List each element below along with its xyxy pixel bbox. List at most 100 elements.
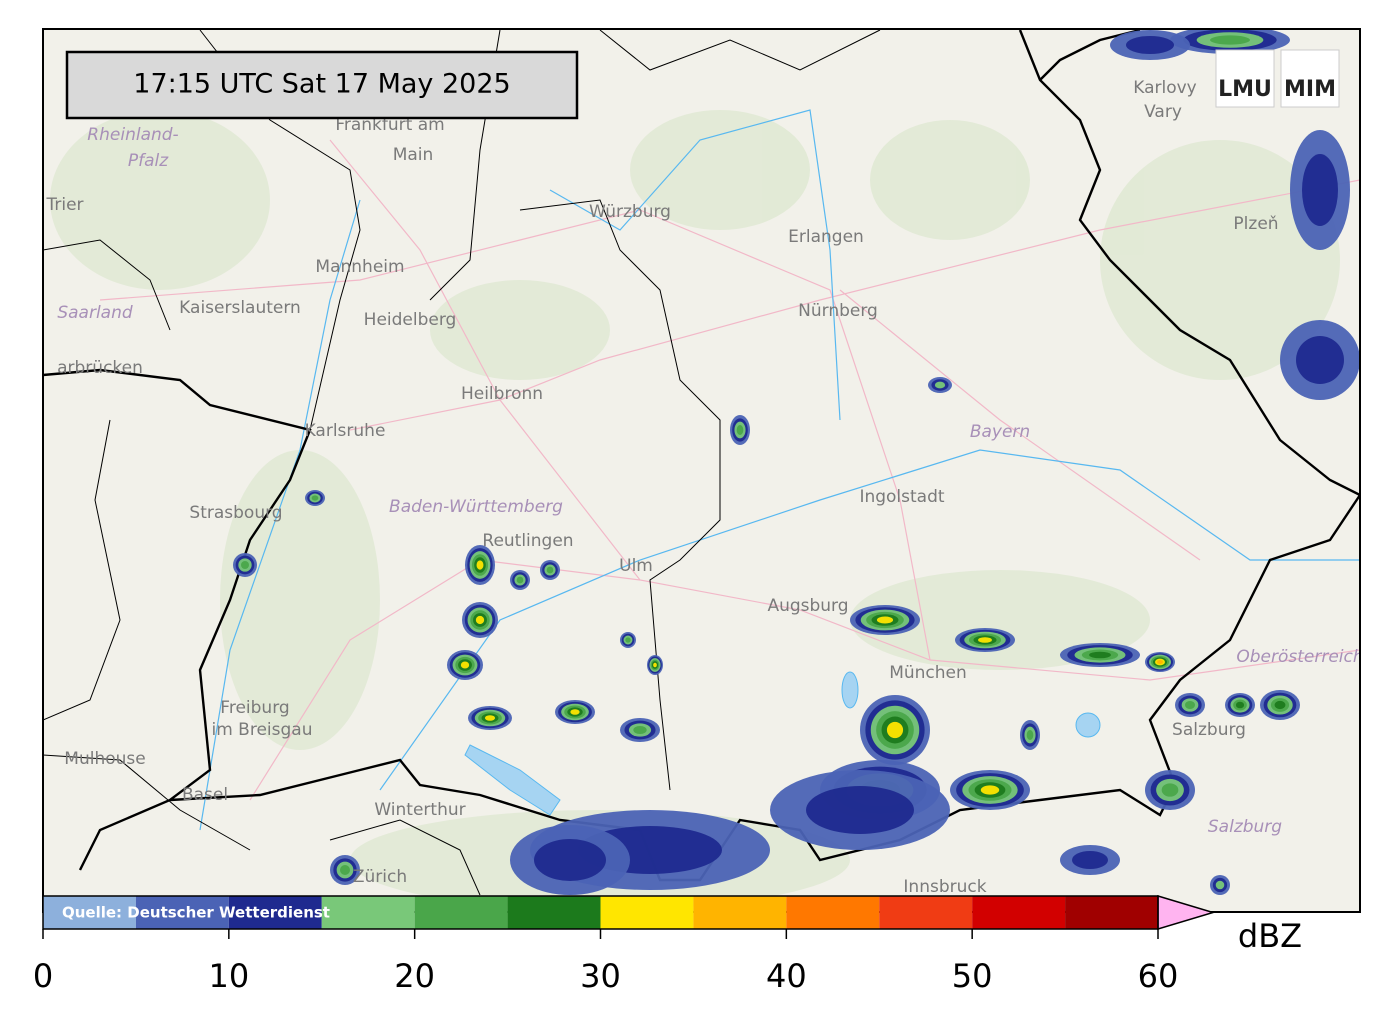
place-label: Trier [45, 195, 83, 215]
colorbar-segment [972, 896, 1066, 929]
radar-echo [460, 661, 470, 669]
colorbar-tick-label: 10 [208, 957, 249, 995]
radar-echo [1072, 851, 1108, 869]
radar-echo [886, 721, 904, 739]
radar-echo [633, 726, 647, 734]
colorbar-tick-label: 0 [33, 957, 53, 995]
place-label: Rheinland- [87, 125, 178, 145]
place-label: Zürich [353, 867, 407, 887]
place-label: Karlsruhe [305, 421, 386, 441]
rivers [199, 109, 1360, 831]
place-label: Plzeň [1233, 214, 1278, 234]
radar-echo [1215, 880, 1225, 890]
place-label: München [889, 663, 967, 683]
radar-echo [570, 709, 580, 715]
place-label: Heidelberg [364, 310, 457, 330]
radar-echo [1089, 651, 1111, 659]
colorbar-segment [879, 896, 973, 929]
colorbar-segment [1065, 896, 1158, 929]
place-label: Augsburg [767, 596, 848, 616]
place-label: Reutlingen [482, 531, 573, 551]
place-label: Pfalz [128, 151, 169, 171]
radar-echo [340, 865, 350, 875]
logo-right-box [1280, 49, 1340, 108]
place-label: Winterthur [374, 800, 465, 820]
place-label: Ingolstadt [859, 487, 944, 507]
timestamp-box [65, 50, 579, 120]
radar-echo [806, 786, 914, 834]
radar-echo [1296, 336, 1344, 384]
colorbar-tick-label: 40 [766, 957, 807, 995]
radar-echo [1274, 700, 1286, 710]
colorbar-unit: dBZ [1238, 917, 1302, 955]
radar-echo [1026, 730, 1034, 740]
logo-right: MIM [1284, 77, 1336, 102]
radar-echo [653, 662, 657, 668]
place-label: Vary [1144, 102, 1182, 122]
radar-echo [484, 715, 496, 721]
place-label: Main [393, 145, 434, 165]
radar-echo [1302, 154, 1338, 226]
colorbar-tick-label: 60 [1138, 957, 1179, 995]
place-label: Innsbruck [903, 877, 986, 897]
place-label: Strasbourg [189, 503, 282, 523]
place-label: Heilbronn [461, 384, 543, 404]
colorbar-segment [43, 896, 136, 929]
place-label: Saarland [57, 303, 133, 323]
place-label: arbrücken [57, 358, 143, 378]
map: Frankfurt am Main Rheinland- Pfalz Trier Würz… [43, 29, 1363, 912]
source-label: Quelle: Deutscher Wetterdienst [62, 904, 330, 922]
radar-echo [516, 576, 524, 584]
place-label: Würzburg [589, 202, 671, 222]
place-label: Salzburg [1208, 817, 1282, 837]
colorbar-segment [786, 896, 880, 929]
radar-echo [475, 615, 485, 625]
colorbar-tick-label: 50 [952, 957, 993, 995]
radar-echo [534, 839, 606, 881]
colorbar-tick-label: 20 [394, 957, 435, 995]
place-label: Nürnberg [798, 301, 878, 321]
colorbar-segment [414, 896, 508, 929]
place-label: Basel [182, 785, 228, 805]
timestamp: 17:15 UTC Sat 17 May 2025 [133, 69, 510, 100]
place-label: Ulm [619, 556, 653, 576]
place-label: Mannheim [315, 257, 404, 277]
radar-echo [978, 637, 992, 643]
radar-echo [625, 637, 631, 643]
colorbar-segment [693, 896, 787, 929]
national-borders [43, 29, 1360, 882]
place-label: Kaiserslautern [179, 298, 301, 318]
radar-echo [876, 616, 894, 624]
radar-echo [934, 381, 946, 389]
place-label: Erlangen [788, 227, 864, 247]
radar-echo [1126, 36, 1174, 54]
colorbar-segment [135, 896, 229, 929]
logo-left: LMU [1218, 77, 1272, 102]
radar-echo [476, 560, 484, 570]
colorbar: 0 10 20 30 40 50 60 [33, 894, 1216, 995]
place-label: Freiburg [220, 698, 289, 718]
radar-echo [311, 495, 319, 501]
place-label: Oberösterreich [1236, 647, 1363, 667]
radar-echo [980, 785, 1000, 795]
colorbar-segment [321, 896, 415, 929]
place-label: Karlovy [1133, 78, 1197, 98]
place-label: Salzburg [1172, 720, 1246, 740]
place-label: Mulhouse [64, 749, 145, 769]
radar-echo [736, 425, 744, 435]
radar-echo [1185, 701, 1195, 709]
place-label: im Breisgau [212, 720, 313, 740]
colorbar-segment [228, 896, 322, 929]
radar-echo [1210, 35, 1250, 45]
place-label: Bayern [970, 422, 1030, 442]
colorbar-segment [507, 896, 601, 929]
place-label: Baden-Württemberg [389, 497, 563, 517]
place-label: Frankfurt am [335, 115, 444, 135]
colorbar-tick-label: 30 [580, 957, 621, 995]
radar-echo [1157, 660, 1163, 664]
radar-echo [1235, 701, 1245, 709]
place-labels: Frankfurt am Main Rheinland- Pfalz Trier Würz… [45, 78, 1363, 897]
logo-left-box [1215, 49, 1275, 108]
radar-echo [241, 561, 249, 569]
